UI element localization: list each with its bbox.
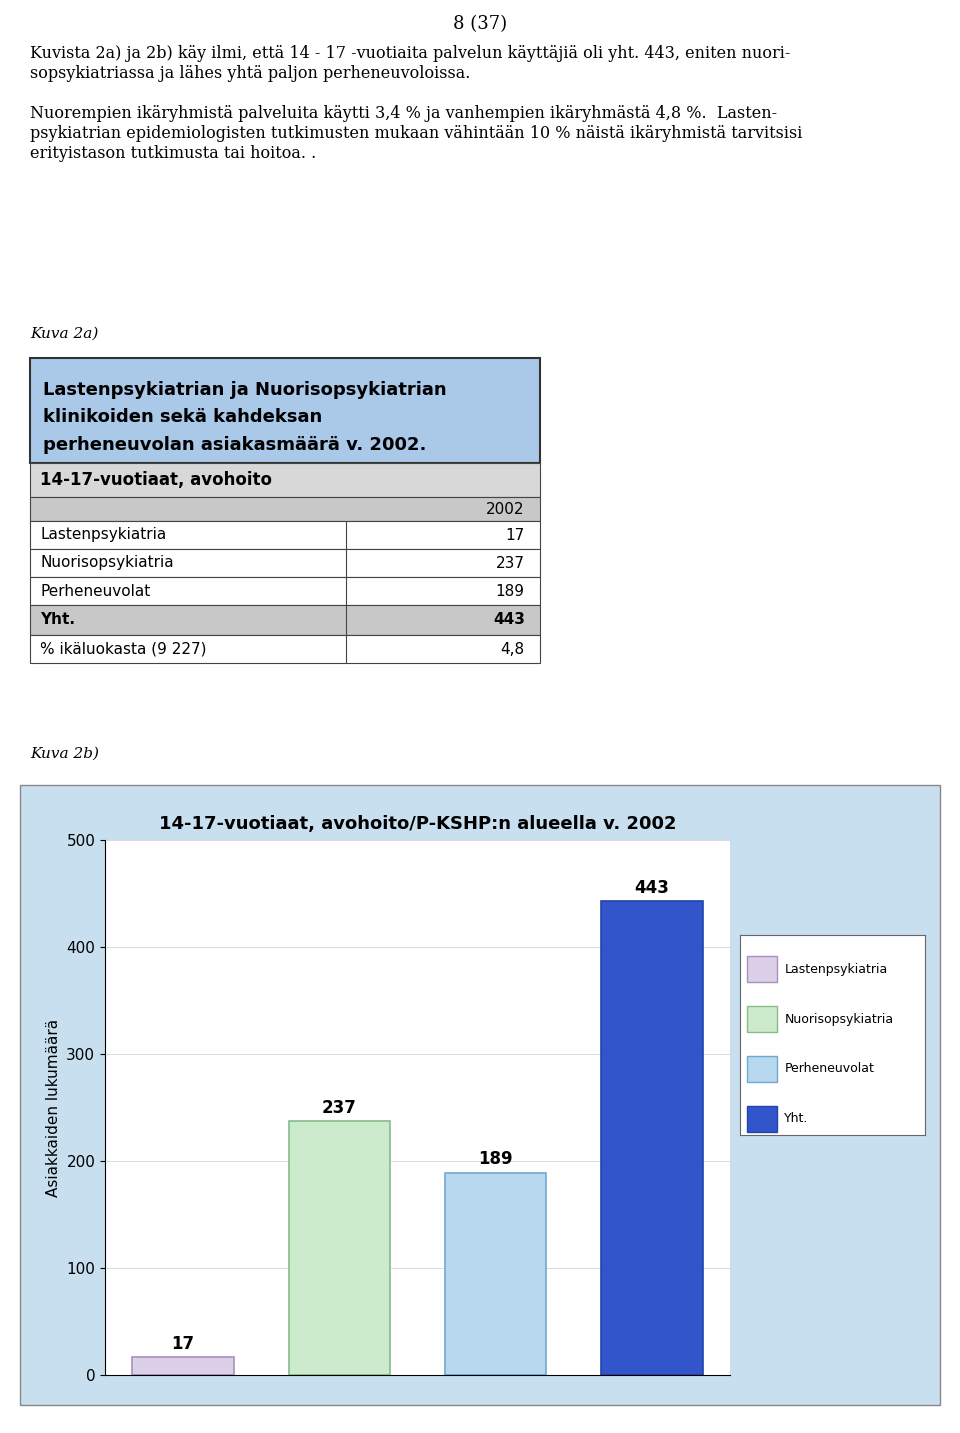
FancyBboxPatch shape xyxy=(30,497,540,522)
Text: erityistason tutkimusta tai hoitoa. .: erityistason tutkimusta tai hoitoa. . xyxy=(30,145,316,162)
Text: 2002: 2002 xyxy=(486,502,525,516)
Text: 237: 237 xyxy=(495,556,525,570)
FancyBboxPatch shape xyxy=(748,1056,777,1082)
Text: perheneuvolan asiakasmäärä v. 2002.: perheneuvolan asiakasmäärä v. 2002. xyxy=(43,436,426,454)
Text: % ikäluokasta (9 227): % ikäluokasta (9 227) xyxy=(40,642,206,656)
Text: Kuva 2b): Kuva 2b) xyxy=(30,747,99,761)
Title: 14-17-vuotiaat, avohoito/P-KSHP:n alueella v. 2002: 14-17-vuotiaat, avohoito/P-KSHP:n alueel… xyxy=(158,815,676,833)
FancyBboxPatch shape xyxy=(748,1006,777,1032)
Text: 14-17-vuotiaat, avohoito: 14-17-vuotiaat, avohoito xyxy=(40,471,273,489)
Text: Yht.: Yht. xyxy=(784,1112,808,1125)
Text: Nuorisopsykiatria: Nuorisopsykiatria xyxy=(784,1013,894,1026)
FancyBboxPatch shape xyxy=(30,577,540,605)
Text: Kuvista 2a) ja 2b) käy ilmi, että 14 - 17 -vuotiaita palvelun käyttäjiä oli yht.: Kuvista 2a) ja 2b) käy ilmi, että 14 - 1… xyxy=(30,44,790,62)
FancyBboxPatch shape xyxy=(30,522,540,549)
Text: sopsykiatriassa ja lähes yhtä paljon perheneuvoloissa.: sopsykiatriassa ja lähes yhtä paljon per… xyxy=(30,64,470,82)
Text: klinikoiden sekä kahdeksan: klinikoiden sekä kahdeksan xyxy=(43,408,322,427)
Text: 443: 443 xyxy=(635,878,669,897)
Text: 189: 189 xyxy=(495,583,525,599)
Bar xyxy=(444,1172,546,1376)
Text: 443: 443 xyxy=(492,612,525,628)
Text: psykiatrian epidemiologisten tutkimusten mukaan vähintään 10 % näistä ikäryhmist: psykiatrian epidemiologisten tutkimusten… xyxy=(30,125,803,142)
Text: Perheneuvolat: Perheneuvolat xyxy=(40,583,151,599)
Bar xyxy=(132,1357,234,1376)
Text: 17: 17 xyxy=(172,1334,195,1353)
Text: Nuorisopsykiatria: Nuorisopsykiatria xyxy=(40,556,174,570)
FancyBboxPatch shape xyxy=(30,605,540,635)
Text: 237: 237 xyxy=(322,1099,357,1118)
Bar xyxy=(289,1122,390,1376)
FancyBboxPatch shape xyxy=(30,463,540,497)
FancyBboxPatch shape xyxy=(30,635,540,663)
FancyBboxPatch shape xyxy=(20,785,940,1404)
Text: Lastenpsykiatria: Lastenpsykiatria xyxy=(40,527,166,543)
FancyBboxPatch shape xyxy=(30,358,540,463)
Text: 4,8: 4,8 xyxy=(500,642,525,656)
Text: Kuva 2a): Kuva 2a) xyxy=(30,327,98,341)
FancyBboxPatch shape xyxy=(748,1106,777,1132)
Text: Lastenpsykiatrian ja Nuorisopsykiatrian: Lastenpsykiatrian ja Nuorisopsykiatrian xyxy=(43,381,446,400)
FancyBboxPatch shape xyxy=(748,956,777,982)
Text: Perheneuvolat: Perheneuvolat xyxy=(784,1062,875,1076)
Text: 17: 17 xyxy=(506,527,525,543)
Text: Yht.: Yht. xyxy=(40,612,75,628)
Text: Lastenpsykiatria: Lastenpsykiatria xyxy=(784,963,888,976)
Bar xyxy=(601,901,703,1376)
Text: 189: 189 xyxy=(478,1151,513,1168)
Text: 8 (37): 8 (37) xyxy=(453,14,507,33)
FancyBboxPatch shape xyxy=(30,549,540,577)
Y-axis label: Asiakkaiden lukumäärä: Asiakkaiden lukumäärä xyxy=(46,1019,60,1197)
Text: Nuorempien ikäryhmistä palveluita käytti 3,4 % ja vanhempien ikäryhmästä 4,8 %. : Nuorempien ikäryhmistä palveluita käytti… xyxy=(30,105,778,122)
